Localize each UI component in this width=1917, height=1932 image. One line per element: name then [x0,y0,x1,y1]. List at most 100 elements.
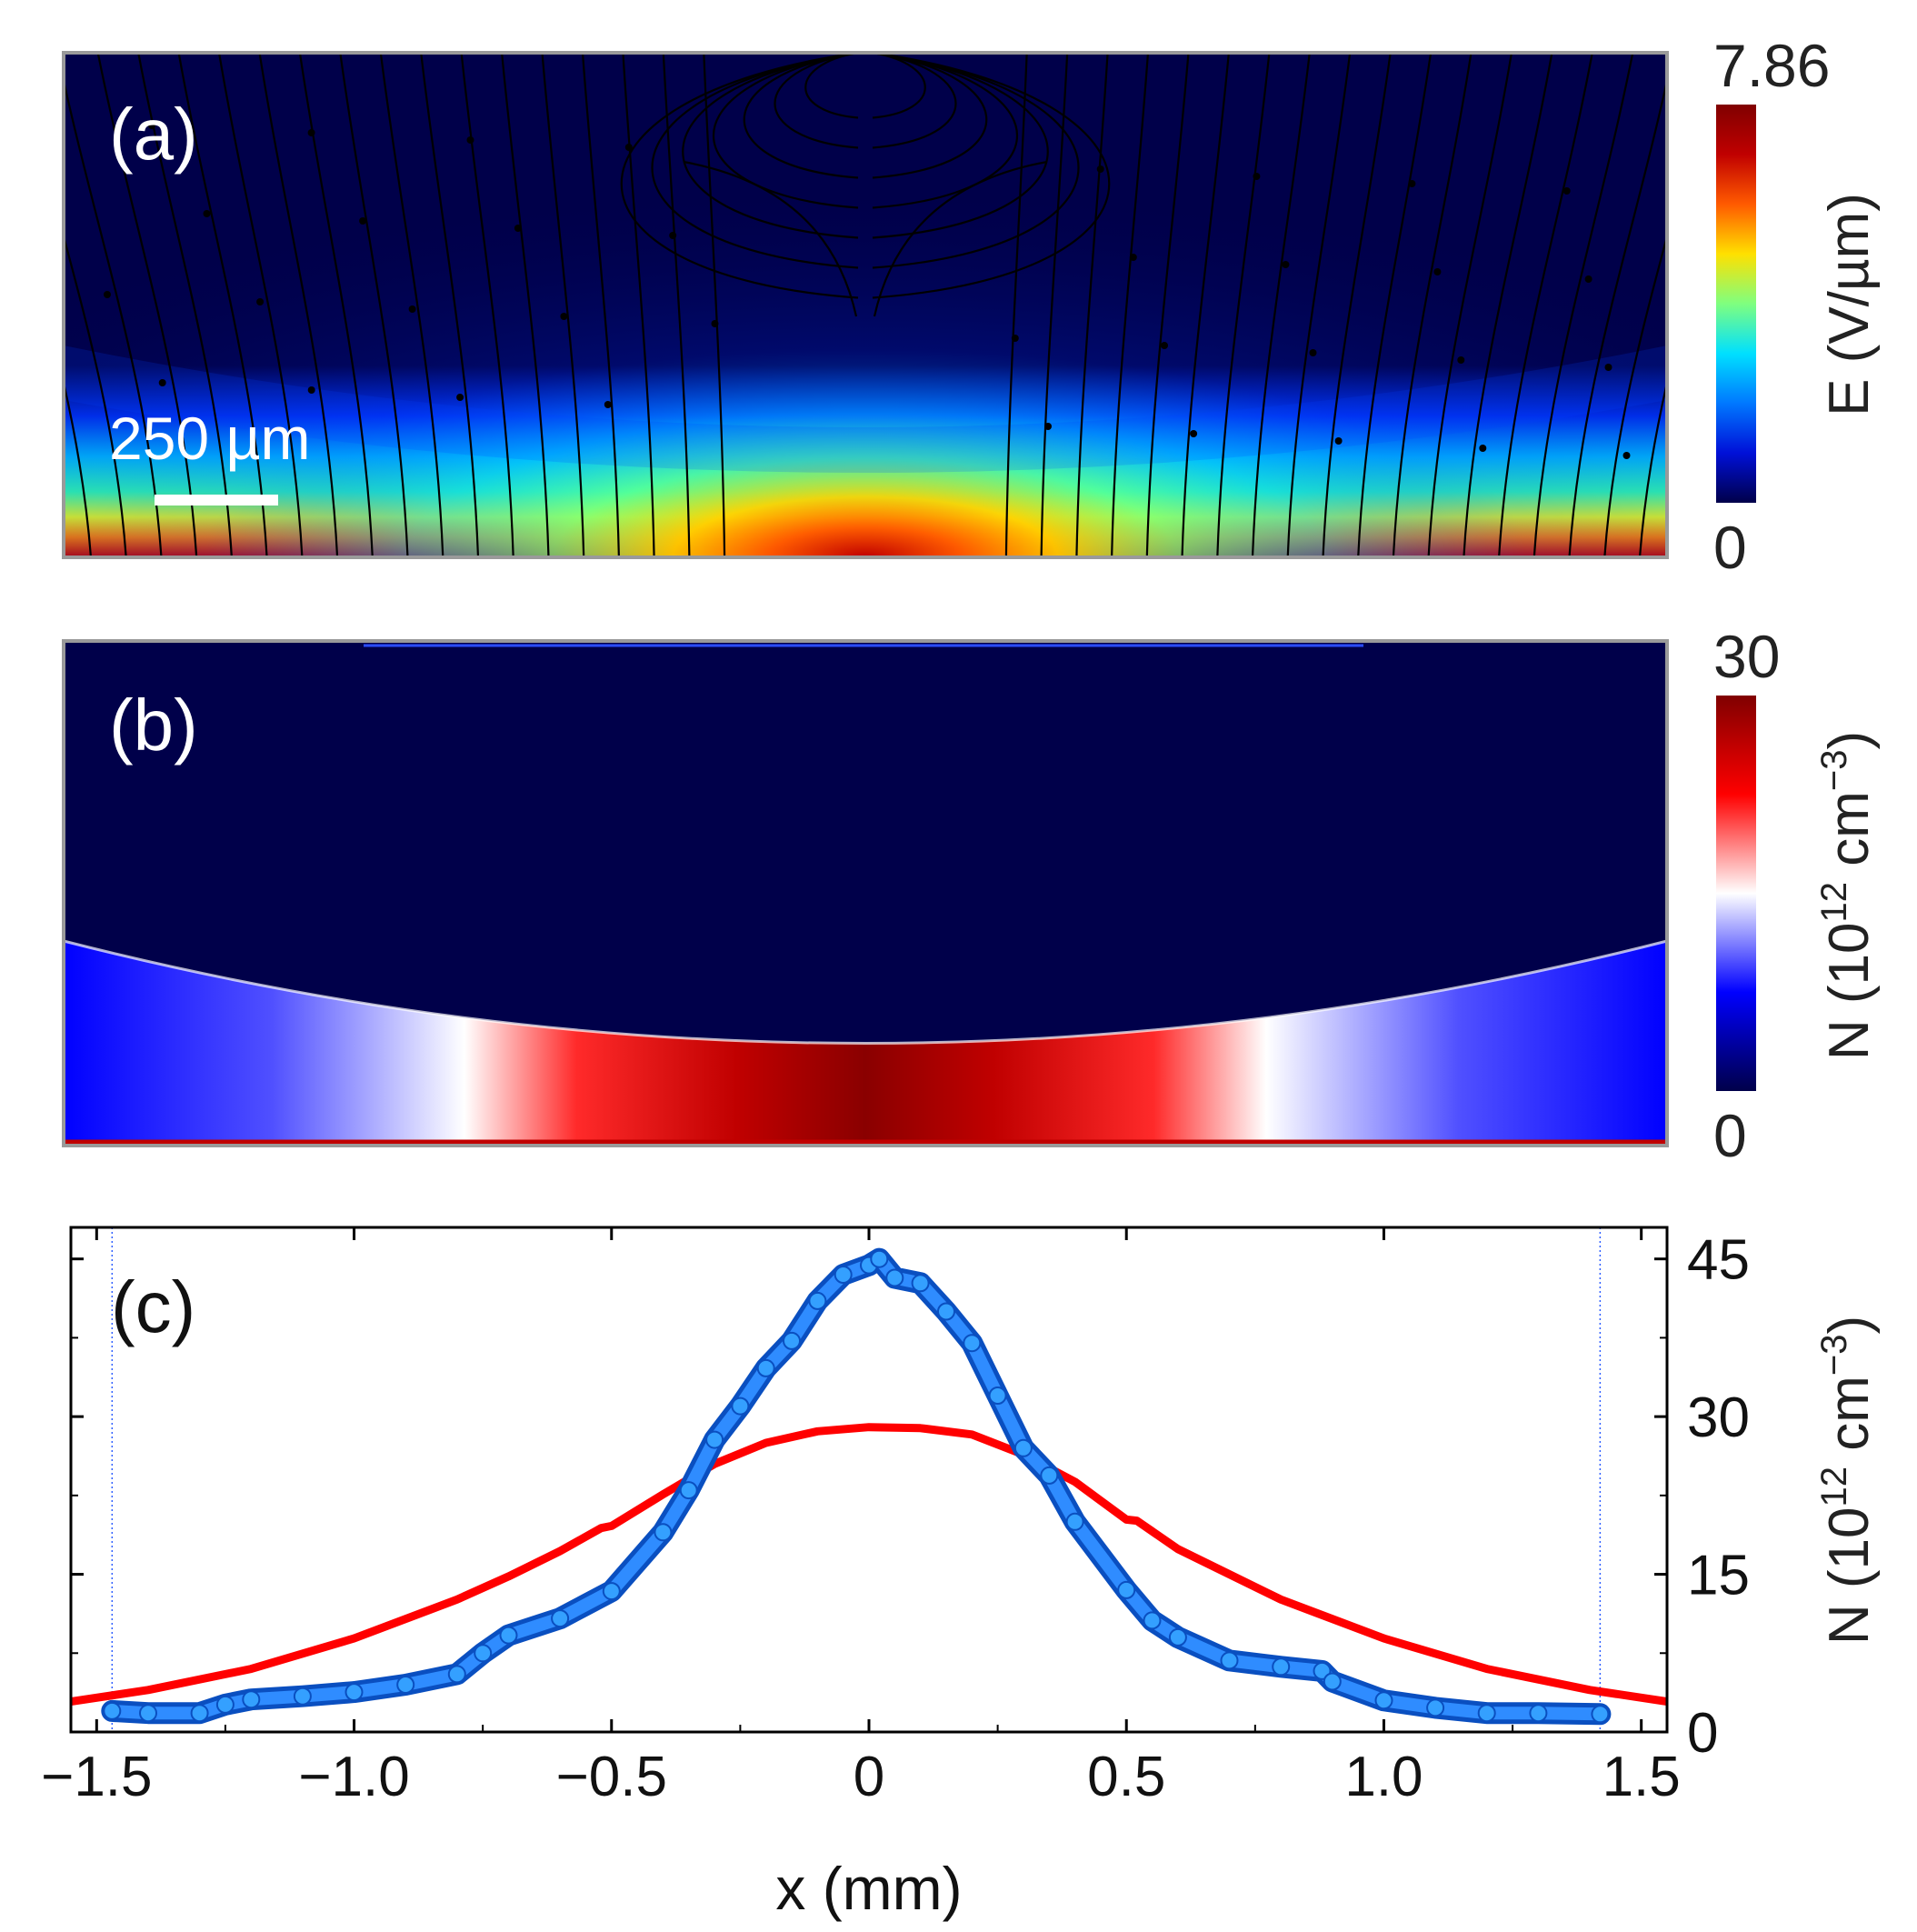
streamline [1251,53,1311,557]
series-point-blue [1272,1657,1291,1677]
series-point-blue [705,1430,724,1449]
series-point-blue [1374,1691,1393,1710]
series-point-blue [654,1523,673,1542]
streamline-arrow [624,144,633,151]
panel-c-label: (c) [111,1266,195,1347]
streamline-loop [872,53,926,119]
streamline-arrow [456,394,464,401]
series-point-blue [937,1302,955,1321]
streamline-arrow [1408,180,1416,187]
streamline-arrow [1253,173,1261,180]
streamline [217,53,304,557]
colorbar-b-title: N (1012 cm−3) [1814,731,1881,1060]
series-point-blue [499,1626,518,1645]
streamline-arrow [669,232,677,239]
series-point-blue [344,1683,364,1702]
colorbar-b-max: 30 [1713,623,1780,690]
streamline-arrow [1584,275,1593,283]
streamline [1568,75,1667,557]
colorbar-a-title: E (V/µm) [1818,193,1881,416]
streamline-arrow [158,379,166,386]
streamline [339,53,409,557]
streamline-loop [872,53,988,179]
streamline-arrow [1334,437,1343,445]
series-point-blue [474,1644,493,1663]
streamline-loop [872,53,1019,209]
x-axis-ticks: −1.5 −1.0 −0.5 0 0.5 1.0 1.5 [41,1227,1681,1808]
streamline [1463,53,1553,557]
series-point-blue [870,1249,889,1268]
streamline-arrow [604,401,612,408]
streamline-arrow [256,298,265,305]
streamline-arrow [148,122,155,129]
series-point-blue [1065,1512,1084,1531]
streamline-loop [712,53,859,209]
colorbar-a-min: 0 [1713,514,1747,581]
x-tick-label: −0.5 [556,1746,667,1808]
streamline [1498,53,1593,557]
series-point-blue [963,1334,982,1353]
streamline [177,53,268,557]
streamline [581,53,620,557]
streamline [703,53,726,557]
scale-bar [155,495,278,506]
streamline [1181,53,1230,557]
streamline-arrow [307,129,315,136]
streamline [1638,378,1667,557]
streamline [1145,53,1190,557]
streamline-arrow [1129,254,1137,261]
series-group [71,1247,1667,1726]
series-point-blue [293,1687,312,1706]
y-tick-label: 15 [1687,1545,1750,1607]
streamline [1111,53,1150,557]
streamline-loop [651,53,859,269]
streamline-arrow [1190,430,1198,437]
colorbar-a [1716,105,1756,503]
y-axis-label: N (1012 cm−3) [1814,1316,1881,1645]
panel-b: (b) 30 0 N (1012 cm−3) [62,623,1881,1169]
field-streamlines [46,53,1667,557]
y-axis-ticks: 0 15 30 45 [71,1229,1750,1765]
series-point-blue [1040,1466,1059,1485]
streamline-arrow [46,203,54,210]
streamline [1040,53,1069,557]
streamline-arrow [104,291,111,298]
streamline [64,232,127,557]
streamline [298,53,374,557]
streamline [258,53,339,557]
streamline [64,75,163,557]
streamline [96,53,198,557]
streamline-arrow [1433,268,1442,275]
streamline-loop [872,53,1049,239]
series-point-blue [190,1704,209,1723]
streamline-loop [872,53,1111,299]
y-tick-label: 30 [1687,1386,1750,1449]
series-point-blue [988,1386,1007,1405]
streamline-arrow [408,305,416,313]
colorbar-b-min: 0 [1713,1102,1747,1169]
streamline-loop [682,53,859,239]
series-point-blue [834,1266,853,1284]
series-point-blue [1529,1704,1548,1723]
streamline-loop [743,53,859,179]
streamline [541,53,585,557]
series-point-blue [103,1701,122,1720]
series-point-blue [242,1690,261,1709]
streamline [1392,53,1473,557]
colorbar-b [1716,696,1756,1091]
panel-b-border [62,639,1669,1147]
streamline [64,378,93,557]
series-point-blue [551,1609,570,1628]
panel-b-depletion-boundary [63,939,1668,1045]
series-point-blue [602,1582,621,1601]
streamline [1004,53,1028,557]
series-point-blue [1477,1704,1496,1723]
streamline [1357,53,1433,557]
streamline-loop [620,53,859,299]
series-point-blue [1143,1611,1162,1630]
streamline-arrow [1563,187,1571,195]
streamline [501,53,550,557]
x-tick-label: 0.5 [1087,1746,1165,1808]
streamline-arrow [1044,423,1052,430]
